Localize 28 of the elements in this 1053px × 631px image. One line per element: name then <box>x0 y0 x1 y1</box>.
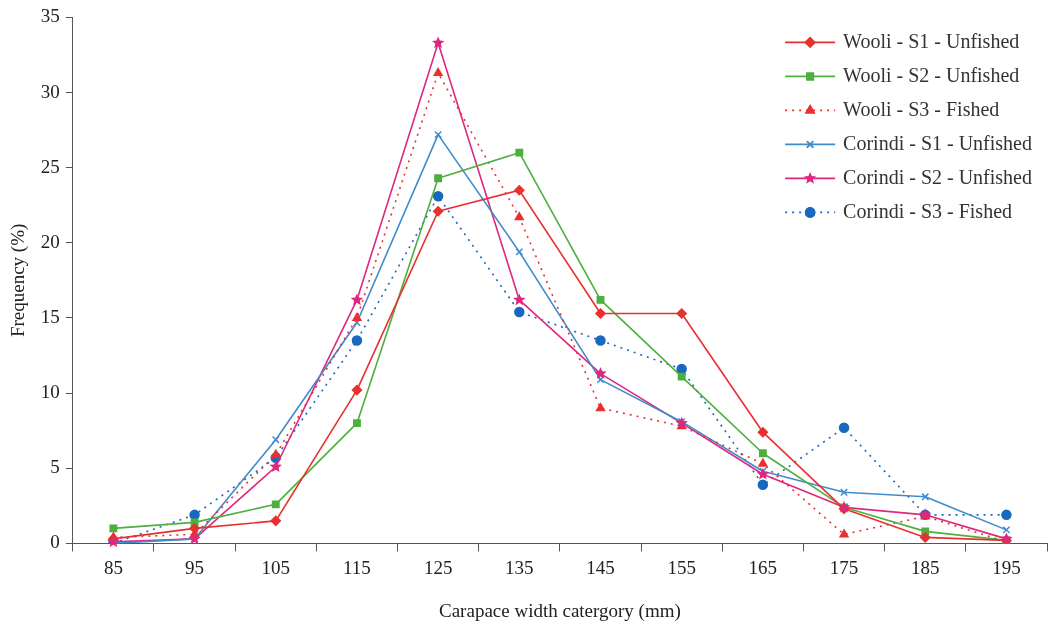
x-tick-label: 115 <box>343 556 371 578</box>
x-tick-label: 155 <box>667 556 696 578</box>
legend-label: Corindi - S2 - Unfished <box>843 165 1033 188</box>
x-tick-label: 105 <box>261 556 291 578</box>
x-tick-label: 85 <box>103 556 123 578</box>
x-tick-label: 175 <box>829 556 859 578</box>
y-tick-label: 25 <box>40 155 60 177</box>
legend-label: Corindi - S1 - Unfished <box>843 131 1033 154</box>
y-tick-label: 5 <box>50 456 60 478</box>
y-tick-label: 15 <box>40 305 60 327</box>
y-axis-title: Frequency (%) <box>7 223 30 338</box>
x-tick-label: 125 <box>423 556 453 578</box>
y-tick-label: 0 <box>50 531 60 553</box>
x-tick-label: 195 <box>992 556 1021 578</box>
legend-label: Corindi - S3 - Fished <box>843 199 1013 222</box>
y-tick-label: 30 <box>40 80 60 102</box>
x-tick-label: 145 <box>586 556 615 578</box>
legend-label: Wooli - S3 - Fished <box>843 97 1000 120</box>
y-tick-label: 10 <box>40 381 60 403</box>
legend-label: Wooli - S1 - Unfished <box>843 29 1020 52</box>
x-tick-label: 165 <box>748 556 778 578</box>
x-axis-title: Carapace width catergory (mm) <box>439 599 681 622</box>
x-tick-label: 95 <box>185 556 205 578</box>
y-tick-label: 35 <box>40 5 60 27</box>
y-tick-label: 20 <box>40 230 60 252</box>
x-tick-label: 135 <box>505 556 534 578</box>
legend-label: Wooli - S2 - Unfished <box>843 63 1020 86</box>
x-tick-label: 185 <box>910 556 940 578</box>
